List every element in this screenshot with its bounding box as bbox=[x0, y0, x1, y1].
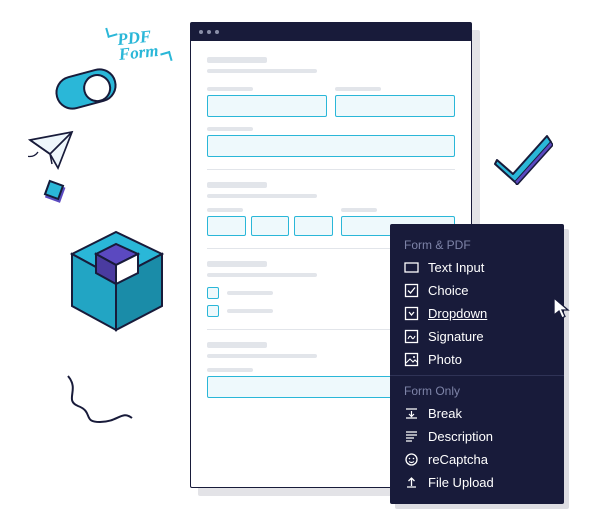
skeleton-line bbox=[207, 342, 267, 348]
panel-item-description[interactable]: Description bbox=[390, 425, 564, 448]
skeleton-line bbox=[207, 261, 267, 267]
skeleton-line bbox=[207, 273, 317, 277]
panel-item-photo[interactable]: Photo bbox=[390, 348, 564, 371]
skeleton-line bbox=[207, 368, 253, 372]
skeleton-line bbox=[227, 291, 273, 295]
add-element-panel: Form & PDF Text Input Choice Dropdown Si… bbox=[390, 224, 564, 504]
skeleton-line bbox=[207, 57, 267, 63]
skeleton-line bbox=[207, 87, 253, 91]
pdf-form-scribble: PDF Form bbox=[117, 28, 160, 63]
skeleton-line bbox=[341, 208, 377, 212]
panel-item-label: Signature bbox=[428, 329, 484, 344]
skeleton-line bbox=[207, 69, 317, 73]
panel-item-signature[interactable]: Signature bbox=[390, 325, 564, 348]
skeleton-line bbox=[207, 127, 253, 131]
panel-item-choice[interactable]: Choice bbox=[390, 279, 564, 302]
skeleton-line bbox=[207, 208, 243, 212]
panel-item-break[interactable]: Break bbox=[390, 402, 564, 425]
form-field[interactable] bbox=[335, 95, 455, 117]
break-icon bbox=[404, 406, 419, 421]
text-input-icon bbox=[404, 260, 419, 275]
panel-item-label: Choice bbox=[428, 283, 468, 298]
form-field[interactable] bbox=[251, 216, 290, 236]
panel-group-label: Form & PDF bbox=[390, 234, 564, 256]
toggle-decor bbox=[52, 65, 121, 114]
scribble-decor bbox=[60, 370, 140, 430]
panel-item-file-upload[interactable]: File Upload bbox=[390, 471, 564, 494]
form-field[interactable] bbox=[207, 216, 246, 236]
dropdown-icon bbox=[404, 306, 419, 321]
panel-item-label: Description bbox=[428, 429, 493, 444]
panel-item-recaptcha[interactable]: reCaptcha bbox=[390, 448, 564, 471]
photo-icon bbox=[404, 352, 419, 367]
form-field[interactable] bbox=[207, 135, 455, 157]
form-field[interactable] bbox=[207, 95, 327, 117]
panel-item-dropdown[interactable]: Dropdown bbox=[390, 302, 564, 325]
panel-item-label: Photo bbox=[428, 352, 462, 367]
recaptcha-icon bbox=[404, 452, 419, 467]
paper-plane-icon bbox=[28, 130, 84, 170]
skeleton-line bbox=[227, 309, 273, 313]
window-titlebar bbox=[191, 23, 471, 41]
skeleton-line bbox=[335, 87, 381, 91]
file-upload-icon bbox=[404, 475, 419, 490]
panel-group-label: Form Only bbox=[390, 375, 564, 402]
description-icon bbox=[404, 429, 419, 444]
choice-icon bbox=[404, 283, 419, 298]
signature-icon bbox=[404, 329, 419, 344]
checkmark-icon bbox=[493, 130, 553, 185]
form-checkbox[interactable] bbox=[207, 287, 219, 299]
panel-item-label: Break bbox=[428, 406, 462, 421]
panel-item-label: reCaptcha bbox=[428, 452, 488, 467]
form-field[interactable] bbox=[294, 216, 333, 236]
form-checkbox[interactable] bbox=[207, 305, 219, 317]
panel-item-label: File Upload bbox=[428, 475, 494, 490]
skeleton-line bbox=[207, 182, 267, 188]
isometric-cube-icon bbox=[52, 210, 182, 340]
panel-item-label: Dropdown bbox=[428, 306, 487, 321]
tiny-square-decor bbox=[44, 180, 65, 201]
skeleton-line bbox=[207, 194, 317, 198]
panel-item-text-input[interactable]: Text Input bbox=[390, 256, 564, 279]
skeleton-line bbox=[207, 354, 317, 358]
panel-item-label: Text Input bbox=[428, 260, 484, 275]
